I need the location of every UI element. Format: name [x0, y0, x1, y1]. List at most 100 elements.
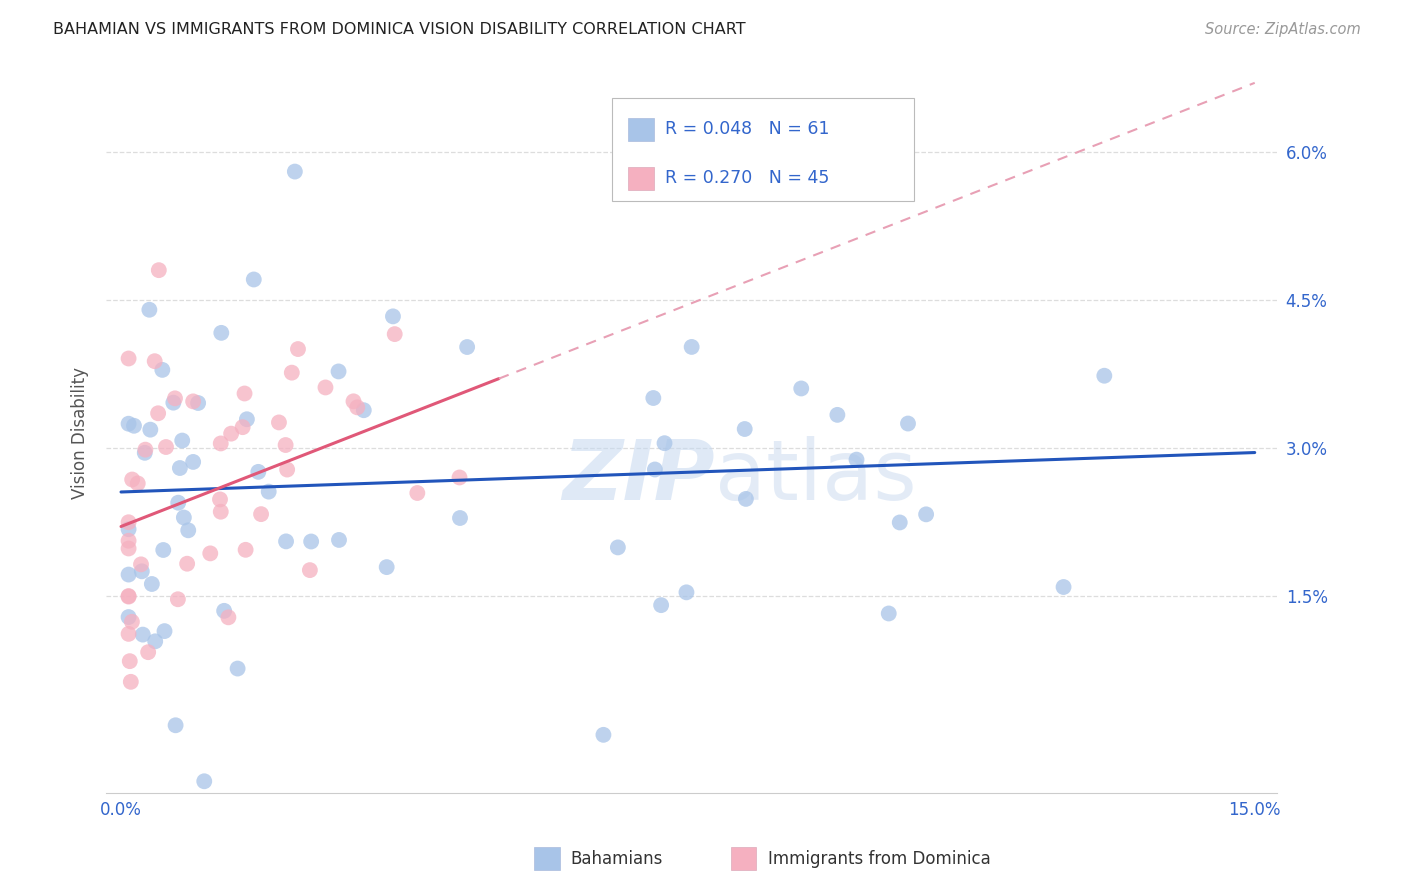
Point: [250, 507, 273, 521]
Point: [346, 401, 368, 415]
Point: [274, 438, 297, 452]
Point: [143, 354, 166, 368]
Point: [141, 577, 163, 591]
Point: [897, 417, 920, 431]
Point: [790, 382, 813, 396]
Point: [172, 434, 194, 448]
Text: Source: ZipAtlas.com: Source: ZipAtlas.com: [1205, 22, 1361, 37]
Point: [209, 326, 232, 340]
Point: [181, 394, 204, 409]
Text: BAHAMIAN VS IMMIGRANTS FROM DOMINICA VISION DISABILITY CORRELATION CHART: BAHAMIAN VS IMMIGRANTS FROM DOMINICA VIS…: [53, 22, 747, 37]
Point: [129, 558, 152, 572]
Point: [284, 164, 307, 178]
Point: [381, 310, 404, 324]
Point: [117, 589, 139, 603]
Point: [267, 416, 290, 430]
Point: [176, 557, 198, 571]
Text: R = 0.048   N = 61: R = 0.048 N = 61: [665, 120, 830, 138]
Point: [163, 392, 186, 406]
Point: [456, 340, 478, 354]
Point: [219, 426, 242, 441]
Point: [735, 491, 758, 506]
Point: [650, 598, 672, 612]
Y-axis label: Vision Disability: Vision Disability: [72, 367, 89, 499]
Point: [208, 492, 231, 507]
Point: [134, 442, 156, 457]
Point: [136, 645, 159, 659]
Text: Bahamians: Bahamians: [571, 849, 664, 868]
Point: [845, 452, 868, 467]
Point: [274, 534, 297, 549]
Point: [375, 560, 398, 574]
Point: [131, 564, 153, 578]
Point: [328, 533, 350, 547]
Text: Immigrants from Dominica: Immigrants from Dominica: [768, 849, 990, 868]
Point: [236, 412, 259, 426]
Point: [644, 462, 666, 476]
Point: [643, 391, 665, 405]
Point: [1052, 580, 1074, 594]
Point: [173, 510, 195, 524]
Point: [257, 484, 280, 499]
Point: [827, 408, 849, 422]
Point: [276, 462, 298, 476]
Point: [117, 567, 139, 582]
Point: [328, 364, 350, 378]
Point: [406, 486, 429, 500]
Point: [877, 607, 900, 621]
Point: [120, 674, 142, 689]
Point: [117, 417, 139, 431]
Point: [177, 524, 200, 538]
Point: [169, 461, 191, 475]
Point: [342, 394, 364, 409]
Point: [281, 366, 304, 380]
Point: [209, 436, 232, 450]
Point: [299, 534, 322, 549]
Point: [235, 542, 257, 557]
Point: [889, 516, 911, 530]
Point: [353, 403, 375, 417]
Point: [209, 505, 232, 519]
Point: [117, 533, 139, 548]
Text: ZIP: ZIP: [562, 435, 716, 516]
Point: [181, 455, 204, 469]
Point: [117, 610, 139, 624]
Point: [232, 420, 254, 434]
Point: [139, 423, 162, 437]
Point: [117, 522, 139, 536]
Point: [187, 396, 209, 410]
Point: [118, 654, 141, 668]
Point: [734, 422, 756, 436]
Point: [654, 436, 676, 450]
Point: [384, 327, 406, 342]
Point: [117, 590, 139, 604]
Point: [212, 604, 235, 618]
Text: atlas: atlas: [716, 435, 917, 516]
Point: [148, 263, 170, 277]
Point: [134, 446, 156, 460]
Point: [217, 610, 239, 624]
Point: [449, 511, 471, 525]
Point: [167, 496, 190, 510]
Point: [150, 363, 173, 377]
Point: [117, 515, 139, 529]
Point: [117, 627, 139, 641]
Point: [117, 351, 139, 366]
Point: [193, 774, 215, 789]
Point: [165, 718, 187, 732]
Point: [127, 476, 149, 491]
Point: [287, 342, 309, 356]
Point: [200, 546, 222, 560]
Point: [592, 728, 614, 742]
Point: [132, 627, 155, 641]
Point: [117, 541, 139, 556]
Point: [233, 386, 256, 401]
Point: [247, 465, 270, 479]
Point: [298, 563, 321, 577]
Point: [152, 543, 174, 558]
Point: [153, 624, 176, 639]
Point: [681, 340, 703, 354]
Point: [122, 418, 145, 433]
Text: R = 0.270   N = 45: R = 0.270 N = 45: [665, 169, 830, 187]
Point: [1092, 368, 1115, 383]
